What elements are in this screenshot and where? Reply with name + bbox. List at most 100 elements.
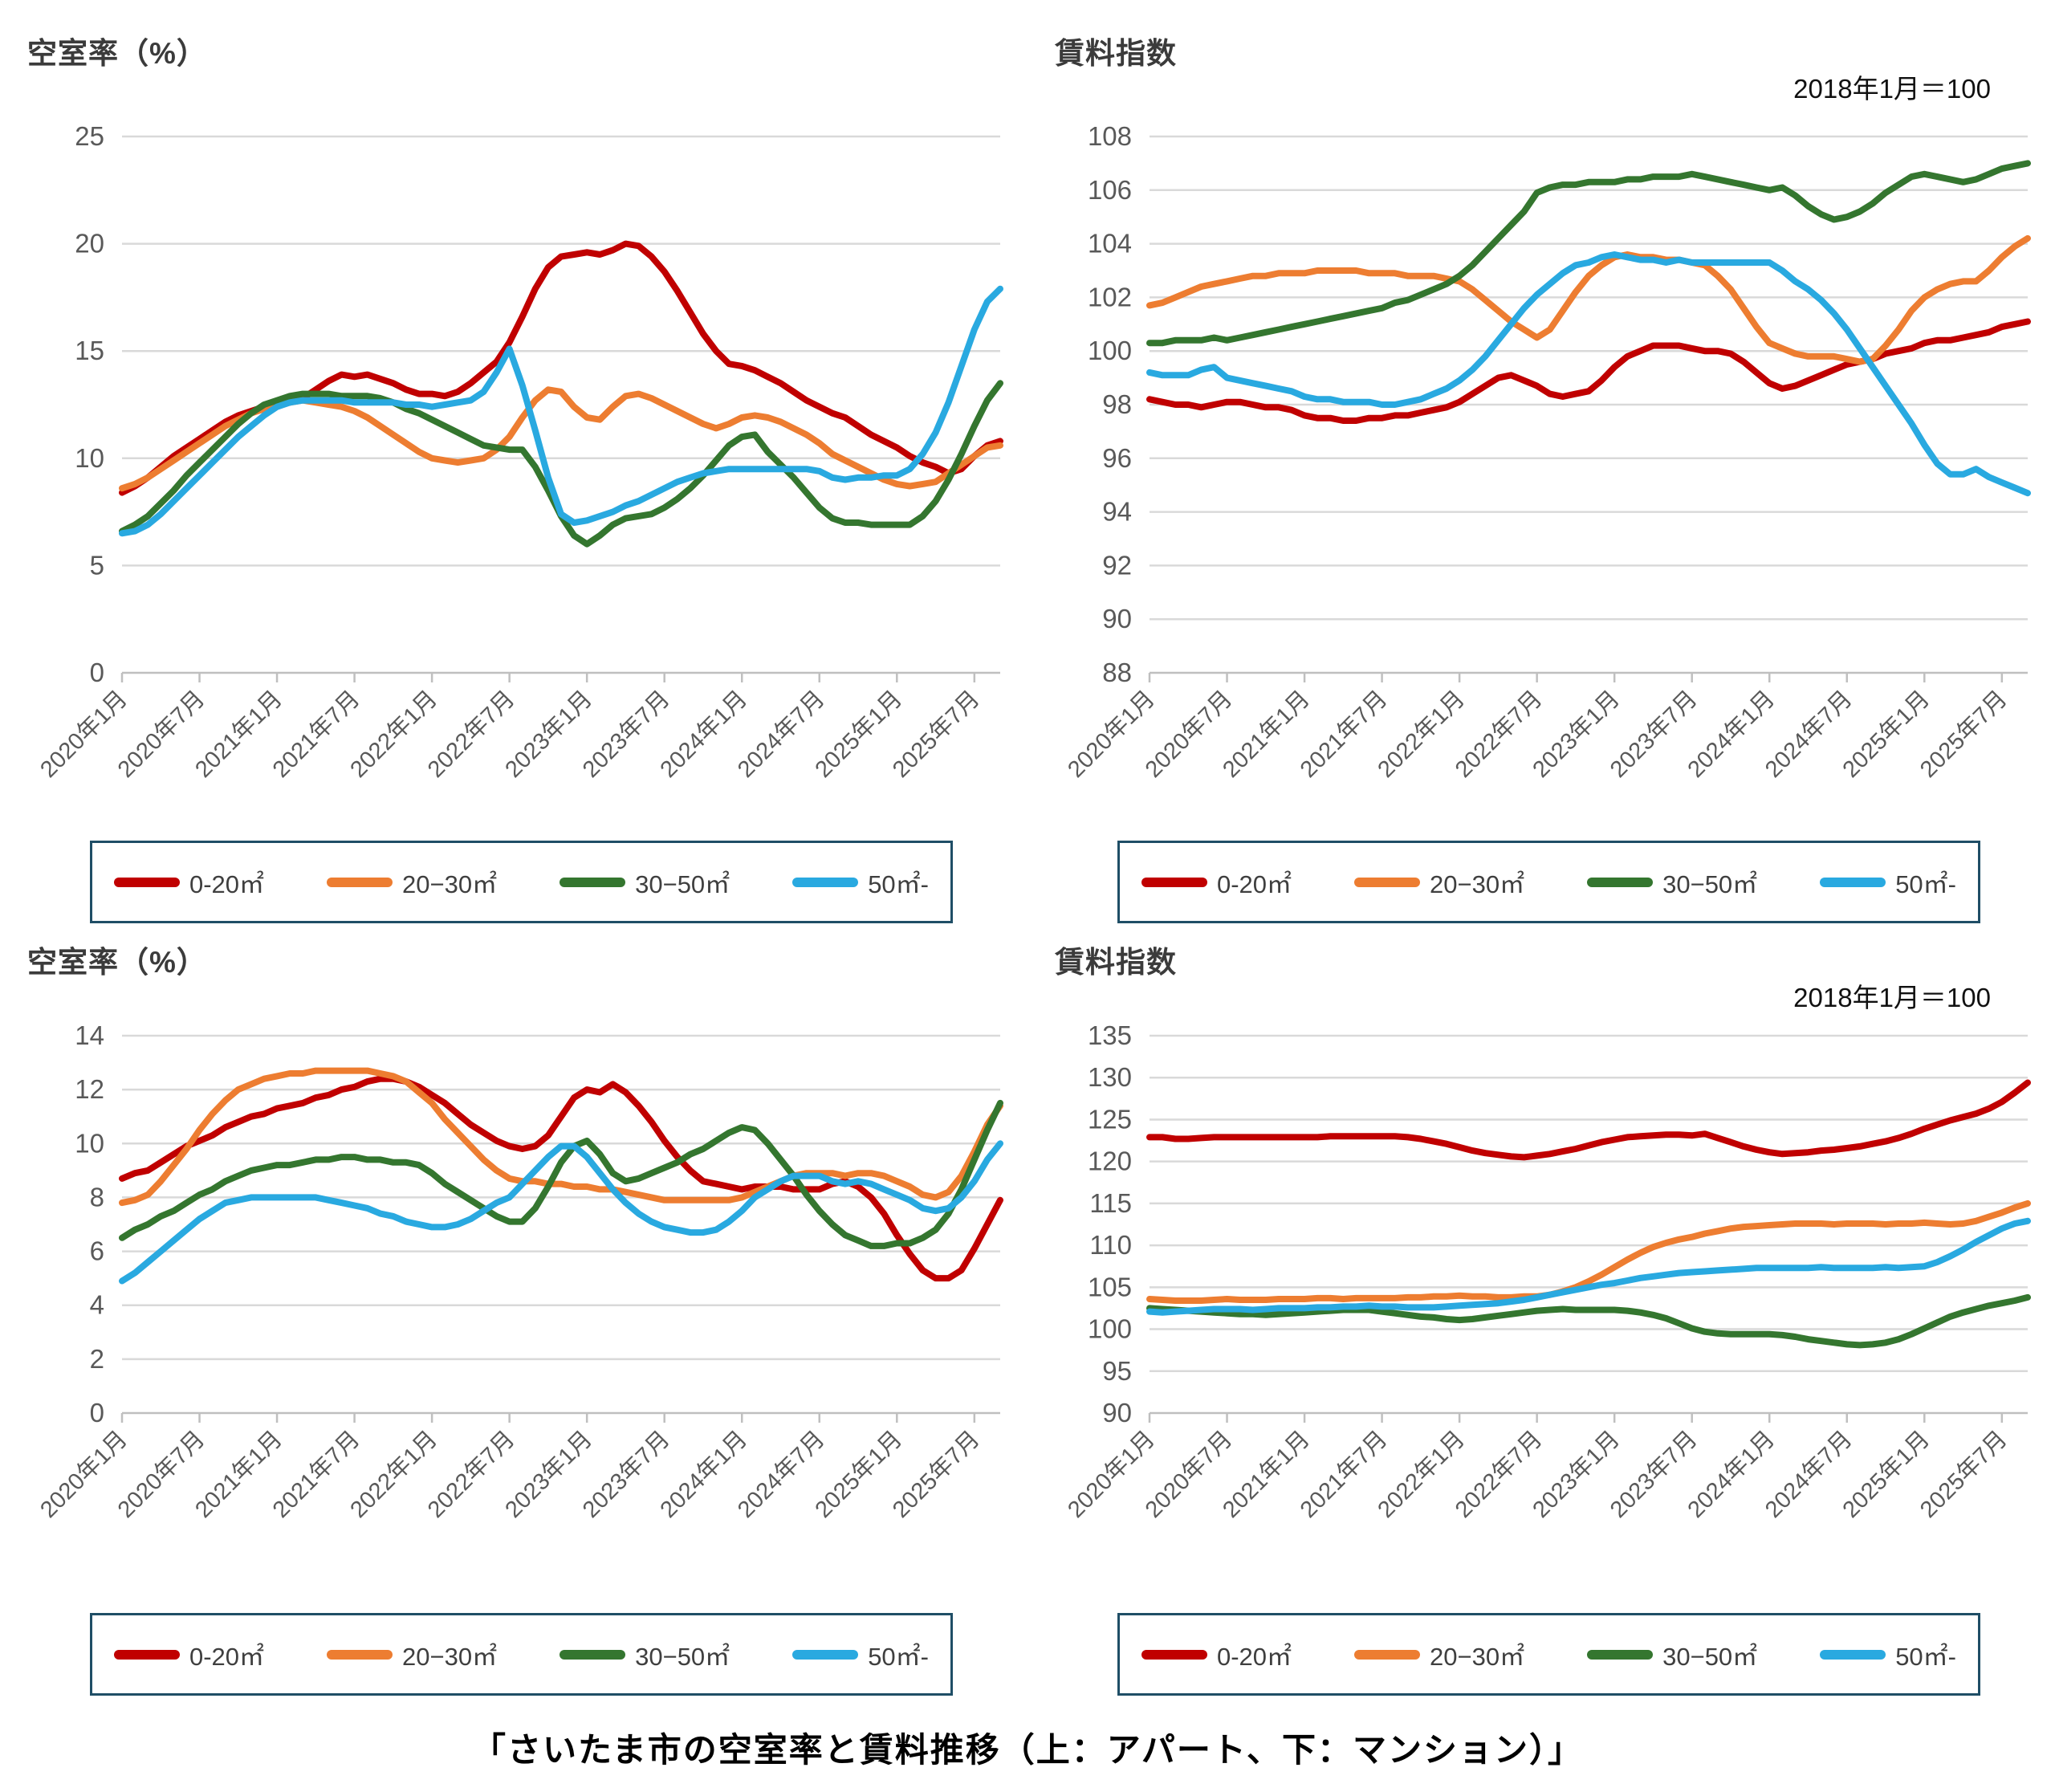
y-axis-tick-label: 0 (90, 658, 104, 687)
chart-subtitle (27, 976, 1019, 1018)
charts-grid: 空室率（%） 0 5 10 15 20 25 2020年1月 2020年7月 2021年1月 20… (0, 14, 2055, 1696)
legend-item-30−50㎡: 30−50㎡ (1587, 1636, 1757, 1672)
mansion-vacancy-chart: 024681012142020年1月2020年7月2021年1月2021年7月2… (35, 1020, 1003, 1523)
legend-item-20−30㎡: 20−30㎡ (327, 1636, 497, 1672)
legend-label: 50㎡- (1895, 870, 1956, 898)
legend-swatch (327, 1649, 393, 1660)
legend-item-20−30㎡: 20−30㎡ (327, 864, 497, 900)
chart-panel-apartment-vacancy: 空室率（%） 0 5 10 15 20 25 2020年1月 2020年7月 2021年1月 20… (0, 14, 1028, 923)
y-axis-tick-label: 130 (1088, 1062, 1132, 1092)
y-axis-tick-label: 5 (90, 550, 104, 580)
apartment-vacancy-legend: 0-20㎡ 20−30㎡ 30−50㎡ 50㎡- (90, 841, 953, 923)
legend-label: 50㎡- (868, 1643, 929, 1671)
chart-title: 空室率（%） (27, 946, 207, 979)
legend-swatch (1587, 1649, 1654, 1660)
chart-subtitle (27, 67, 1019, 109)
legend-label: 50㎡- (1895, 1643, 1956, 1671)
series-line-30−50㎡ (1146, 160, 2031, 347)
series-line-50㎡- (1146, 1217, 2031, 1316)
y-axis-tick-label: 106 (1088, 175, 1132, 205)
legend-swatch (1587, 877, 1654, 887)
legend-item-0-20㎡: 0-20㎡ (1141, 1636, 1292, 1672)
legend-swatch (1141, 877, 1207, 887)
apartment-rent-index-chart: 8890929496981001021041061082020年1月2020年7… (1063, 121, 2031, 783)
y-axis-tick-label: 95 (1102, 1356, 1132, 1386)
legend-label: 20−30㎡ (1430, 870, 1525, 898)
legend-label: 20−30㎡ (402, 1643, 498, 1671)
legend-swatch (1820, 1649, 1886, 1660)
legend-swatch (113, 877, 180, 887)
legend-item-30−50㎡: 30−50㎡ (560, 1636, 730, 1672)
y-axis-tick-label: 15 (75, 336, 104, 365)
chart-panel-mansion-rent-index: 賃料指数 2018年1月＝100 90 95 100 105 110 115 120 125 1… (1028, 923, 2055, 1696)
legend-item-50㎡-: 50㎡- (792, 864, 929, 900)
y-axis-tick-label: 105 (1088, 1272, 1132, 1301)
series-line-0-20㎡ (119, 240, 1003, 496)
mansion-rent-index-chart: 90951001051101151201251301352020年1月2020年… (1063, 1020, 2031, 1523)
y-axis-tick-label: 102 (1088, 282, 1132, 312)
legend-swatch (560, 1649, 626, 1660)
y-axis-tick-label: 104 (1088, 229, 1132, 259)
y-axis-tick-label: 96 (1102, 443, 1132, 473)
legend-item-30−50㎡: 30−50㎡ (560, 864, 730, 900)
figure-caption: 「さいたま市の空室率と賃料推移（上：アパート、下：マンション）」 (471, 1731, 1584, 1769)
y-axis-tick-label: 110 (1089, 1230, 1132, 1260)
legend-label: 0-20㎡ (1216, 1643, 1292, 1671)
y-axis-tick-label: 6 (90, 1236, 104, 1266)
y-axis-tick-label: 120 (1088, 1146, 1132, 1176)
y-axis-tick-label: 135 (1088, 1020, 1132, 1050)
chart-subtitle: 2018年1月＝100 (1793, 74, 1991, 104)
y-axis-tick-label: 90 (1102, 604, 1132, 633)
y-axis-tick-label: 100 (1088, 336, 1132, 365)
y-axis-tick-label: 94 (1102, 497, 1132, 527)
y-axis-tick-label: 14 (75, 1020, 104, 1050)
legend-label: 0-20㎡ (1216, 870, 1292, 898)
legend-label: 20−30㎡ (402, 870, 498, 898)
chart-subtitle: 2018年1月＝100 (1793, 983, 1991, 1012)
y-axis-tick-label: 12 (75, 1074, 104, 1104)
series-line-0-20㎡ (1146, 318, 2031, 424)
series-line-30−50㎡ (119, 1099, 1003, 1249)
chart-title: 空室率（%） (27, 37, 207, 70)
legend-item-20−30㎡: 20−30㎡ (1354, 864, 1524, 900)
series-line-20−30㎡ (119, 386, 1003, 492)
y-axis-tick-label: 100 (1088, 1314, 1132, 1344)
legend-swatch (113, 1649, 180, 1660)
legend-label: 30−50㎡ (1662, 1643, 1758, 1671)
y-axis-tick-label: 2 (90, 1344, 104, 1374)
legend-item-50㎡-: 50㎡- (1820, 1636, 1956, 1672)
legend-item-0-20㎡: 0-20㎡ (113, 1636, 264, 1672)
y-axis-tick-label: 10 (75, 1128, 104, 1158)
y-axis-tick-label: 8 (90, 1182, 104, 1212)
legend-item-50㎡-: 50㎡- (1820, 864, 1956, 900)
y-axis-tick-label: 4 (90, 1290, 104, 1320)
series-line-50㎡- (119, 1140, 1003, 1285)
y-axis-tick-label: 88 (1102, 658, 1132, 687)
series-line-20−30㎡ (1146, 234, 2031, 365)
legend-item-30−50㎡: 30−50㎡ (1587, 864, 1757, 900)
legend-label: 20−30㎡ (1430, 1643, 1525, 1671)
legend-swatch (327, 877, 393, 887)
mansion-rent-index-legend: 0-20㎡ 20−30㎡ 30−50㎡ 50㎡- (1117, 1613, 1980, 1696)
legend-item-50㎡-: 50㎡- (792, 1636, 929, 1672)
chart-title: 賃料指数 (1055, 946, 1177, 979)
chart-panel-apartment-rent-index: 賃料指数 2018年1月＝100 88 90 92 94 96 98 100 102 104 10… (1028, 14, 2055, 923)
apartment-vacancy-chart: 05101520252020年1月2020年7月2021年1月2021年7月20… (35, 121, 1003, 783)
legend-label: 30−50㎡ (635, 1643, 730, 1671)
legend-item-0-20㎡: 0-20㎡ (113, 864, 264, 900)
y-axis-tick-label: 10 (75, 443, 104, 473)
series-line-20−30㎡ (119, 1067, 1003, 1207)
y-axis-tick-label: 90 (1102, 1398, 1132, 1427)
series-line-0-20㎡ (1146, 1079, 2031, 1161)
legend-swatch (1141, 1649, 1207, 1660)
legend-item-20−30㎡: 20−30㎡ (1354, 1636, 1524, 1672)
legend-swatch (792, 877, 859, 887)
series-line-20−30㎡ (1146, 1199, 2031, 1304)
legend-swatch (1354, 1649, 1421, 1660)
y-axis-tick-label: 98 (1102, 389, 1132, 419)
series-line-50㎡- (1146, 251, 2031, 497)
y-axis-tick-label: 125 (1088, 1104, 1132, 1134)
apartment-rent-index-legend: 0-20㎡ 20−30㎡ 30−50㎡ 50㎡- (1117, 841, 1980, 923)
y-axis-tick-label: 108 (1088, 121, 1132, 151)
y-axis-tick-label: 115 (1089, 1188, 1132, 1218)
